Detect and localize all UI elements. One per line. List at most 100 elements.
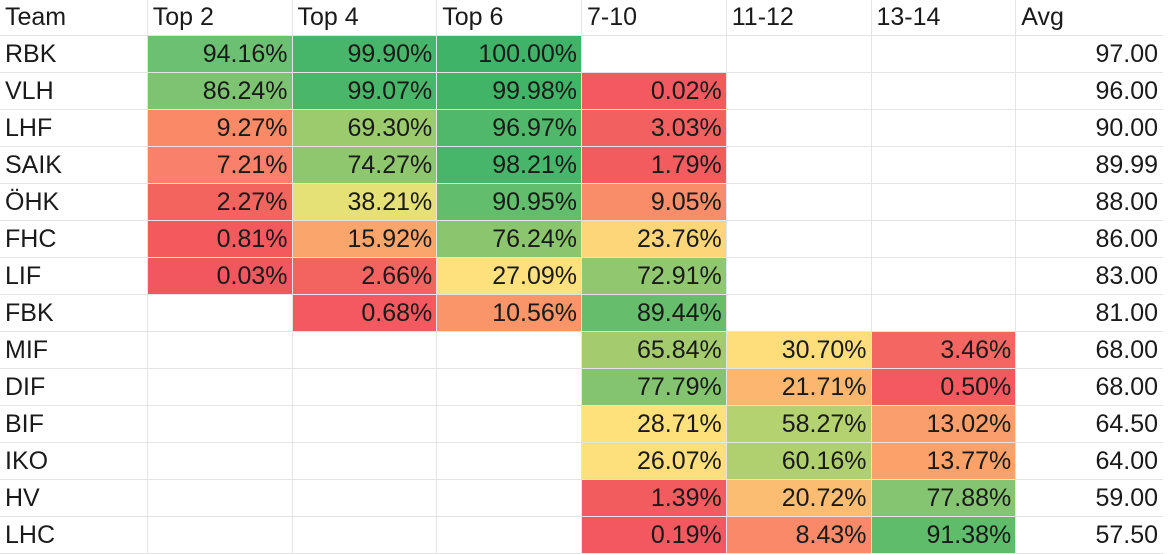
prob-cell-top-6[interactable] <box>437 517 582 554</box>
header-team[interactable]: Team <box>0 0 148 36</box>
prob-cell-top-6[interactable] <box>437 332 582 369</box>
prob-cell-13-14[interactable]: 91.38% <box>871 517 1017 554</box>
prob-cell-top-2[interactable]: 86.24% <box>147 73 293 110</box>
prob-cell-top-4[interactable]: 74.27% <box>292 147 438 184</box>
prob-cell-top-4[interactable]: 69.30% <box>292 110 438 147</box>
avg-cell[interactable]: 86.00 <box>1016 221 1163 258</box>
prob-cell-13-14[interactable] <box>871 73 1017 110</box>
team-cell[interactable]: LIF <box>0 258 148 295</box>
prob-cell-top-2[interactable]: 7.21% <box>147 147 293 184</box>
header-top-6[interactable]: Top 6 <box>437 0 582 36</box>
prob-cell-top-2[interactable]: 94.16% <box>147 36 293 73</box>
prob-cell-13-14[interactable] <box>871 147 1017 184</box>
header-13-14[interactable]: 13-14 <box>871 0 1017 36</box>
prob-cell-7-10[interactable]: 0.19% <box>582 517 727 554</box>
prob-cell-11-12[interactable] <box>726 221 872 258</box>
prob-cell-top-2[interactable] <box>147 443 293 480</box>
avg-cell[interactable]: 57.50 <box>1016 517 1163 554</box>
prob-cell-13-14[interactable]: 13.02% <box>871 406 1017 443</box>
prob-cell-top-4[interactable] <box>292 517 438 554</box>
prob-cell-top-2[interactable] <box>147 406 293 443</box>
prob-cell-11-12[interactable]: 20.72% <box>726 480 872 517</box>
prob-cell-top-4[interactable]: 15.92% <box>292 221 438 258</box>
team-cell[interactable]: ÖHK <box>0 184 148 221</box>
team-cell[interactable]: LHF <box>0 110 148 147</box>
prob-cell-13-14[interactable]: 0.50% <box>871 369 1017 406</box>
prob-cell-11-12[interactable] <box>726 110 872 147</box>
avg-cell[interactable]: 83.00 <box>1016 258 1163 295</box>
prob-cell-top-6[interactable]: 27.09% <box>437 258 582 295</box>
avg-cell[interactable]: 68.00 <box>1016 369 1163 406</box>
prob-cell-top-2[interactable] <box>147 480 293 517</box>
prob-cell-11-12[interactable] <box>726 184 872 221</box>
prob-cell-top-2[interactable]: 0.03% <box>147 258 293 295</box>
team-cell[interactable]: SAIK <box>0 147 148 184</box>
prob-cell-top-6[interactable]: 90.95% <box>437 184 582 221</box>
prob-cell-7-10[interactable]: 3.03% <box>582 110 727 147</box>
prob-cell-13-14[interactable]: 3.46% <box>871 332 1017 369</box>
prob-cell-7-10[interactable]: 89.44% <box>582 295 727 332</box>
prob-cell-top-2[interactable] <box>147 332 293 369</box>
header-avg[interactable]: Avg <box>1016 0 1163 36</box>
prob-cell-7-10[interactable]: 0.02% <box>582 73 727 110</box>
avg-cell[interactable]: 90.00 <box>1016 110 1163 147</box>
avg-cell[interactable]: 88.00 <box>1016 184 1163 221</box>
prob-cell-top-6[interactable] <box>437 443 582 480</box>
avg-cell[interactable]: 96.00 <box>1016 73 1163 110</box>
prob-cell-11-12[interactable]: 8.43% <box>726 517 872 554</box>
prob-cell-top-4[interactable] <box>292 332 438 369</box>
prob-cell-11-12[interactable] <box>726 258 872 295</box>
prob-cell-top-6[interactable]: 100.00% <box>437 36 582 73</box>
prob-cell-11-12[interactable]: 58.27% <box>726 406 872 443</box>
prob-cell-top-6[interactable]: 98.21% <box>437 147 582 184</box>
prob-cell-13-14[interactable] <box>871 184 1017 221</box>
avg-cell[interactable]: 89.99 <box>1016 147 1163 184</box>
prob-cell-7-10[interactable]: 1.79% <box>582 147 727 184</box>
header-top-4[interactable]: Top 4 <box>292 0 438 36</box>
avg-cell[interactable]: 97.00 <box>1016 36 1163 73</box>
prob-cell-11-12[interactable] <box>726 36 872 73</box>
prob-cell-13-14[interactable] <box>871 36 1017 73</box>
team-cell[interactable]: IKO <box>0 443 148 480</box>
avg-cell[interactable]: 81.00 <box>1016 295 1163 332</box>
avg-cell[interactable]: 64.50 <box>1016 406 1163 443</box>
prob-cell-11-12[interactable]: 30.70% <box>726 332 872 369</box>
prob-cell-top-4[interactable] <box>292 406 438 443</box>
prob-cell-top-4[interactable]: 38.21% <box>292 184 438 221</box>
prob-cell-top-2[interactable]: 0.81% <box>147 221 293 258</box>
prob-cell-top-6[interactable] <box>437 406 582 443</box>
prob-cell-top-4[interactable] <box>292 480 438 517</box>
prob-cell-top-2[interactable] <box>147 295 293 332</box>
prob-cell-13-14[interactable] <box>871 258 1017 295</box>
prob-cell-top-4[interactable]: 99.90% <box>292 36 438 73</box>
prob-cell-top-2[interactable]: 9.27% <box>147 110 293 147</box>
prob-cell-top-6[interactable]: 96.97% <box>437 110 582 147</box>
prob-cell-11-12[interactable]: 60.16% <box>726 443 872 480</box>
avg-cell[interactable]: 59.00 <box>1016 480 1163 517</box>
prob-cell-7-10[interactable]: 65.84% <box>582 332 727 369</box>
prob-cell-11-12[interactable] <box>726 295 872 332</box>
prob-cell-7-10[interactable]: 28.71% <box>582 406 727 443</box>
prob-cell-13-14[interactable] <box>871 295 1017 332</box>
prob-cell-7-10[interactable]: 26.07% <box>582 443 727 480</box>
prob-cell-top-6[interactable] <box>437 480 582 517</box>
prob-cell-top-6[interactable]: 10.56% <box>437 295 582 332</box>
team-cell[interactable]: FBK <box>0 295 148 332</box>
avg-cell[interactable]: 68.00 <box>1016 332 1163 369</box>
prob-cell-top-4[interactable] <box>292 443 438 480</box>
team-cell[interactable]: MIF <box>0 332 148 369</box>
header-top-2[interactable]: Top 2 <box>147 0 293 36</box>
prob-cell-top-4[interactable] <box>292 369 438 406</box>
prob-cell-13-14[interactable] <box>871 110 1017 147</box>
prob-cell-top-6[interactable]: 76.24% <box>437 221 582 258</box>
prob-cell-top-4[interactable]: 99.07% <box>292 73 438 110</box>
prob-cell-7-10[interactable]: 9.05% <box>582 184 727 221</box>
prob-cell-11-12[interactable]: 21.71% <box>726 369 872 406</box>
prob-cell-7-10[interactable] <box>582 36 727 73</box>
team-cell[interactable]: VLH <box>0 73 148 110</box>
prob-cell-top-4[interactable]: 2.66% <box>292 258 438 295</box>
prob-cell-13-14[interactable] <box>871 221 1017 258</box>
prob-cell-11-12[interactable] <box>726 147 872 184</box>
header-11-12[interactable]: 11-12 <box>726 0 872 36</box>
prob-cell-7-10[interactable]: 72.91% <box>582 258 727 295</box>
